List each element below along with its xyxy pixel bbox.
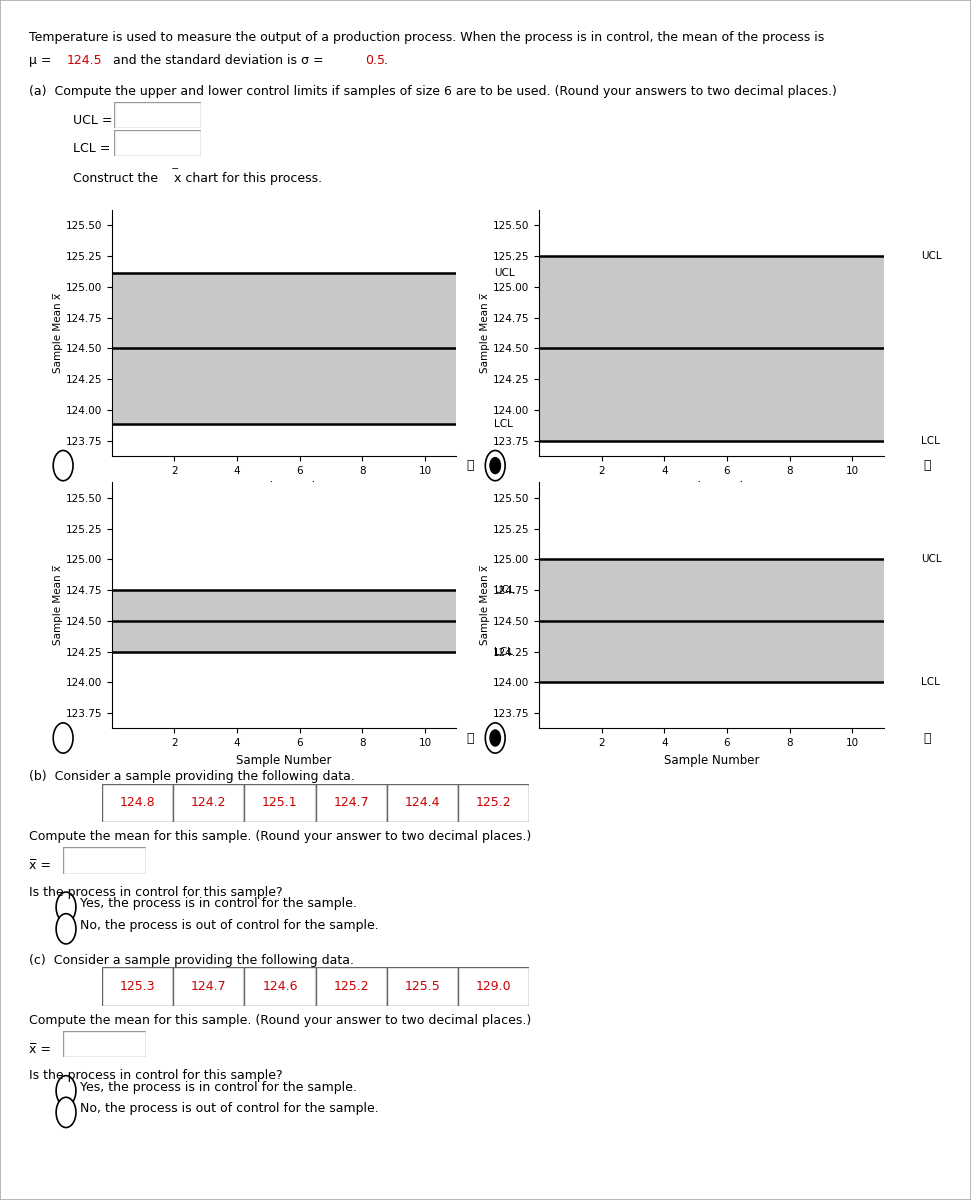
- Text: Is the process in control for this sample?: Is the process in control for this sampl…: [29, 1069, 283, 1082]
- Text: (c)  Consider a sample providing the following data.: (c) Consider a sample providing the foll…: [29, 954, 354, 967]
- Bar: [245, 967, 316, 1006]
- Circle shape: [53, 722, 73, 754]
- Text: 125.3: 125.3: [119, 980, 155, 992]
- Text: μ =: μ =: [29, 54, 55, 67]
- Bar: [173, 967, 245, 1006]
- X-axis label: Sample Number: Sample Number: [236, 754, 332, 767]
- Text: 129.0: 129.0: [476, 980, 512, 992]
- X-axis label: Sample Number: Sample Number: [663, 481, 759, 494]
- Text: Yes, the process is in control for the sample.: Yes, the process is in control for the s…: [80, 1081, 356, 1093]
- X-axis label: Sample Number: Sample Number: [236, 481, 332, 494]
- Text: 124.7: 124.7: [333, 797, 369, 809]
- Bar: [386, 967, 458, 1006]
- Text: No, the process is out of control for the sample.: No, the process is out of control for th…: [80, 1103, 379, 1115]
- Text: (a)  Compute the upper and lower control limits if samples of size 6 are to be u: (a) Compute the upper and lower control …: [29, 85, 837, 98]
- Text: x̅ =: x̅ =: [29, 1043, 51, 1056]
- Text: LCL: LCL: [921, 677, 940, 688]
- Text: Is the process in control for this sample?: Is the process in control for this sampl…: [29, 886, 283, 899]
- Text: UCL: UCL: [921, 251, 942, 262]
- Circle shape: [56, 1097, 76, 1128]
- Bar: [316, 784, 386, 822]
- Text: LCL: LCL: [494, 647, 513, 656]
- Text: and the standard deviation is σ =: and the standard deviation is σ =: [109, 54, 327, 67]
- Text: 125.1: 125.1: [262, 797, 298, 809]
- Bar: [245, 784, 316, 822]
- Circle shape: [486, 450, 505, 481]
- Text: LCL: LCL: [921, 436, 940, 445]
- Text: UCL =: UCL =: [73, 114, 113, 127]
- Text: 124.5: 124.5: [67, 54, 103, 67]
- Text: LCL: LCL: [494, 419, 513, 428]
- Text: 124.6: 124.6: [262, 980, 298, 992]
- Bar: [458, 967, 529, 1006]
- Text: No, the process is out of control for the sample.: No, the process is out of control for th…: [80, 919, 379, 931]
- Bar: [458, 784, 529, 822]
- Text: ⓘ: ⓘ: [466, 732, 474, 744]
- Text: 125.2: 125.2: [476, 797, 512, 809]
- Text: .: .: [384, 54, 387, 67]
- Circle shape: [490, 730, 500, 746]
- Text: Construct the: Construct the: [73, 172, 162, 185]
- Text: 125.2: 125.2: [333, 980, 369, 992]
- Text: UCL: UCL: [494, 586, 515, 595]
- Text: Temperature is used to measure the output of a production process. When the proc: Temperature is used to measure the outpu…: [29, 31, 824, 44]
- Text: LCL =: LCL =: [73, 142, 110, 155]
- Text: UCL: UCL: [921, 554, 942, 564]
- Bar: [173, 784, 245, 822]
- Text: ⓘ: ⓘ: [466, 460, 474, 472]
- Text: 124.4: 124.4: [405, 797, 440, 809]
- Text: 0.5: 0.5: [365, 54, 385, 67]
- Text: ⓘ: ⓘ: [923, 732, 931, 744]
- Bar: [102, 784, 173, 822]
- Y-axis label: Sample Mean x̅: Sample Mean x̅: [480, 293, 490, 373]
- Text: Yes, the process is in control for the sample.: Yes, the process is in control for the s…: [80, 898, 356, 910]
- Bar: [316, 967, 386, 1006]
- Text: UCL: UCL: [494, 268, 515, 278]
- Text: 124.7: 124.7: [191, 980, 226, 992]
- Text: (b)  Consider a sample providing the following data.: (b) Consider a sample providing the foll…: [29, 770, 355, 784]
- X-axis label: Sample Number: Sample Number: [663, 754, 759, 767]
- Text: x chart for this process.: x chart for this process.: [174, 172, 322, 185]
- Text: ⓘ: ⓘ: [923, 460, 931, 472]
- Y-axis label: Sample Mean x̅: Sample Mean x̅: [480, 565, 490, 646]
- Text: Compute the mean for this sample. (Round your answer to two decimal places.): Compute the mean for this sample. (Round…: [29, 830, 531, 844]
- Text: 124.2: 124.2: [191, 797, 226, 809]
- Circle shape: [56, 913, 76, 944]
- Bar: [112, 590, 456, 652]
- Circle shape: [486, 722, 505, 754]
- Y-axis label: Sample Mean x̅: Sample Mean x̅: [52, 565, 63, 646]
- Circle shape: [56, 892, 76, 923]
- Circle shape: [490, 457, 500, 474]
- Circle shape: [56, 1075, 76, 1106]
- Bar: [539, 559, 884, 683]
- Circle shape: [53, 450, 73, 481]
- Text: 124.8: 124.8: [119, 797, 155, 809]
- Text: Compute the mean for this sample. (Round your answer to two decimal places.): Compute the mean for this sample. (Round…: [29, 1014, 531, 1027]
- Bar: [539, 256, 884, 440]
- Text: 125.5: 125.5: [405, 980, 440, 992]
- Bar: [112, 272, 456, 424]
- Bar: [102, 967, 173, 1006]
- Text: x̅ =: x̅ =: [29, 859, 51, 872]
- Y-axis label: Sample Mean x̅: Sample Mean x̅: [52, 293, 63, 373]
- Bar: [386, 784, 458, 822]
